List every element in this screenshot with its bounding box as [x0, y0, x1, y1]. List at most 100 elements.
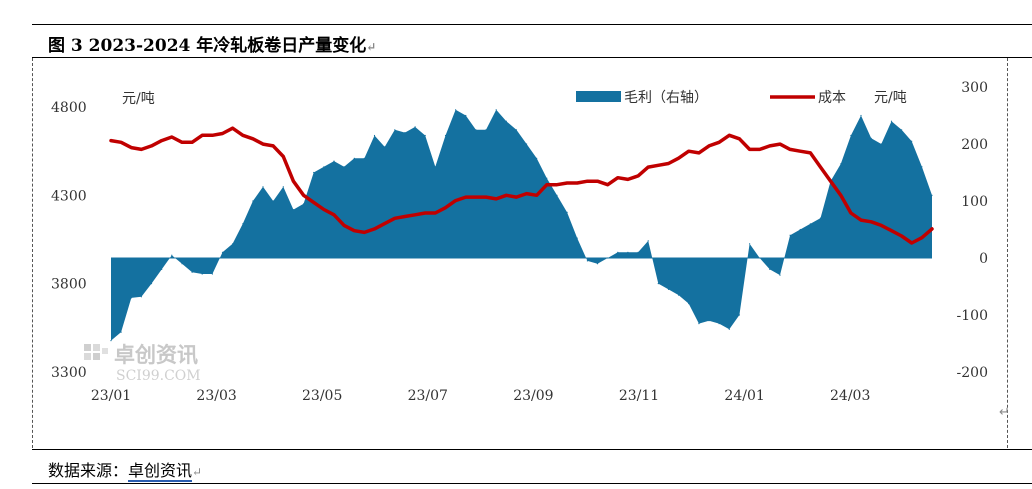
cost-point [860, 219, 862, 221]
cost-point [414, 214, 416, 216]
title-bar: 图 3 2023-2024 年冷轧板卷日产量变化↵ [32, 25, 1032, 58]
margin-point [424, 134, 426, 137]
watermark-text: 卓创资讯 [114, 343, 198, 367]
margin-point [911, 140, 913, 142]
cost-point [900, 235, 903, 237]
margin-point [515, 129, 518, 131]
margin-point [931, 194, 933, 196]
cost-point [465, 196, 467, 198]
margin-point [333, 160, 335, 162]
right-tick-label: 200 [961, 137, 988, 153]
margin-point [617, 251, 619, 253]
margin-point [252, 200, 254, 202]
cost-point [637, 175, 639, 177]
cost-point [647, 166, 649, 168]
cost-point [779, 143, 781, 145]
cost-point [454, 199, 457, 202]
margin-point [586, 260, 589, 262]
cost-point [272, 145, 275, 147]
legend-area-swatch [576, 91, 621, 102]
cost-point [353, 229, 356, 232]
margin-point [637, 251, 639, 253]
cost-point [576, 182, 578, 184]
margin-point [850, 134, 852, 137]
x-tick-label: 23/03 [196, 388, 236, 404]
margin-point [404, 132, 406, 134]
cost-point [363, 231, 366, 234]
margin-point [465, 114, 467, 117]
cost-point [546, 183, 548, 186]
margin-point [536, 157, 538, 159]
x-tick-label: 24/01 [724, 388, 764, 404]
margin-point [789, 234, 791, 236]
x-tick-label: 23/01 [91, 388, 131, 404]
cost-point [302, 194, 305, 197]
margin-point [455, 109, 457, 111]
margin-point [809, 223, 812, 225]
x-tick-label: 23/07 [408, 388, 448, 404]
margin-point [819, 217, 822, 219]
margin-point [596, 263, 599, 265]
source-link[interactable]: 卓创资讯 [128, 461, 193, 482]
cost-point [312, 201, 315, 204]
cost-point [231, 127, 234, 129]
cost-point [880, 224, 883, 227]
margin-point [566, 211, 568, 213]
cost-point [566, 182, 568, 184]
margin-point [870, 137, 872, 139]
x-tick-label: 24/03 [830, 388, 870, 404]
cost-point [829, 180, 832, 182]
cost-point [850, 212, 852, 214]
margin-point [779, 274, 781, 276]
cost-point [758, 148, 761, 151]
cost-point [282, 155, 285, 158]
cost-point [221, 132, 224, 135]
margin-area-layer [110, 109, 933, 342]
right-dashed-border [1007, 58, 1008, 448]
cost-point [931, 228, 933, 230]
margin-point [647, 240, 649, 242]
cost-point [160, 139, 163, 142]
margin-point [708, 320, 710, 322]
cost-point [870, 221, 872, 223]
cost-point [191, 141, 193, 144]
margin-point [444, 134, 447, 137]
legend-area-label: 毛利（右轴） [624, 90, 708, 106]
left-tick-label: 4800 [51, 100, 87, 116]
left-tick-label: 4300 [51, 188, 87, 204]
cost-point [120, 141, 122, 144]
cost-point [586, 180, 589, 182]
cost-point [171, 136, 173, 138]
x-tick-label: 23/09 [513, 388, 553, 404]
margin-point [738, 314, 741, 316]
cost-point [485, 196, 487, 198]
cost-point [728, 134, 731, 137]
x-tick-label: 23/11 [619, 388, 659, 404]
cost-point [201, 134, 203, 137]
cost-point [677, 157, 680, 159]
margin-point [110, 340, 112, 342]
cost-point [556, 183, 558, 186]
margin-point [718, 323, 720, 325]
cost-point [617, 176, 619, 179]
margin-point [272, 200, 274, 202]
cost-point [211, 134, 214, 137]
margin-point [657, 283, 659, 285]
cost-point [242, 134, 244, 137]
cost-point [323, 208, 325, 211]
margin-point [698, 323, 700, 325]
x-tick-label: 23/05 [302, 388, 342, 404]
margin-point [546, 177, 548, 179]
cost-point [434, 212, 437, 214]
left-axis: 3300 3800 4300 4800 [51, 100, 87, 381]
cost-point [495, 198, 498, 200]
margin-point [313, 171, 315, 174]
cost-point [262, 143, 264, 145]
right-tick-label: -100 [957, 308, 988, 324]
cost-point [789, 148, 791, 151]
cost-point [627, 178, 629, 181]
margin-point [343, 166, 345, 168]
margin-point [880, 143, 882, 145]
cost-point [890, 229, 893, 232]
